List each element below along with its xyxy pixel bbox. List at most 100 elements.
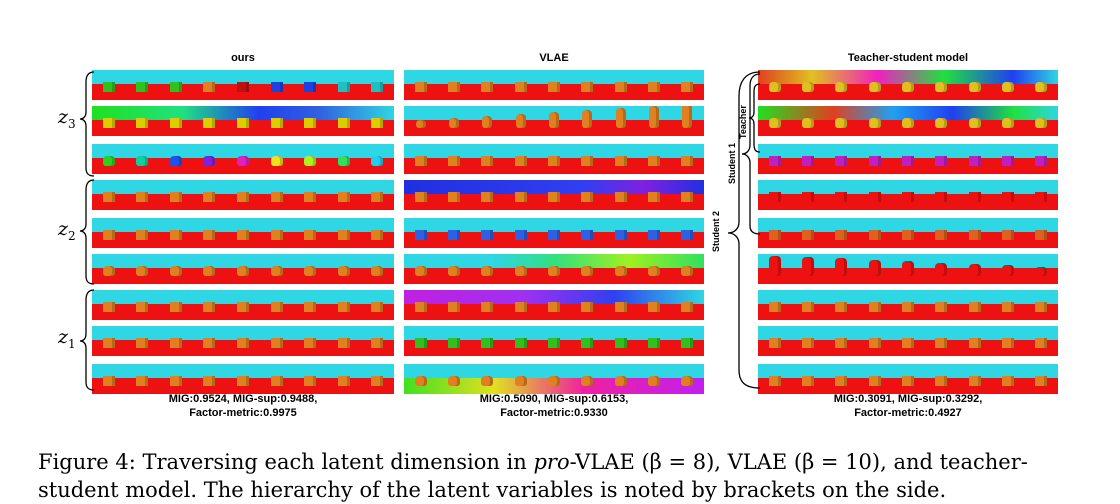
scene-object <box>681 265 694 276</box>
scene-object <box>337 301 350 312</box>
scene-object <box>935 117 948 128</box>
caption-line1: Figure 4: Traversing each latent dimensi… <box>38 450 1028 474</box>
scene-object <box>169 375 182 386</box>
scene-floor <box>758 120 1058 136</box>
scene-object <box>337 265 350 276</box>
scene-object <box>203 117 216 128</box>
scene-object <box>414 375 427 386</box>
scene-object <box>136 337 149 348</box>
scene-floor <box>92 340 394 356</box>
scene-floor <box>404 120 704 136</box>
scene-wall <box>758 218 1058 233</box>
scene-object <box>304 191 317 202</box>
scene-object <box>304 375 317 386</box>
scene-floor <box>758 84 1058 100</box>
student2-label: Student 2 <box>711 210 721 252</box>
scene-object <box>169 191 182 202</box>
scene-object <box>768 155 781 166</box>
scene-object <box>802 81 814 92</box>
scene-object <box>868 259 881 276</box>
scene-object <box>802 117 814 128</box>
scene-object <box>681 191 694 202</box>
scene-object <box>1035 229 1048 240</box>
scene-object <box>1035 191 1048 202</box>
scene-object <box>968 337 981 348</box>
scene-object <box>581 265 594 276</box>
scene-object <box>1002 81 1014 92</box>
scene-object <box>835 229 848 240</box>
scene-floor <box>404 232 704 248</box>
scene-object <box>270 117 283 128</box>
scene-object <box>514 229 527 240</box>
scene-object <box>337 191 350 202</box>
latent-label-z3: z3 <box>58 106 76 131</box>
scene-object <box>203 81 216 92</box>
scene-object <box>648 191 660 202</box>
traversal-row <box>758 326 1058 356</box>
scene-object <box>1035 337 1048 348</box>
scene-object <box>1002 265 1014 276</box>
scene-object <box>835 117 848 128</box>
teacher-label: Teacher <box>738 105 748 139</box>
scene-object <box>648 229 660 240</box>
scene-object <box>768 81 781 92</box>
scene-object <box>581 375 594 386</box>
scene-object <box>1002 117 1014 128</box>
traversal-row <box>92 254 394 284</box>
scene-object <box>648 301 660 312</box>
scene-object <box>681 81 694 92</box>
scene-object <box>935 191 948 202</box>
scene-object <box>203 229 216 240</box>
scene-object <box>902 229 914 240</box>
scene-floor <box>758 304 1058 320</box>
scene-object <box>768 301 781 312</box>
scene-wall <box>92 254 394 269</box>
scene-object <box>448 81 460 92</box>
scene-object <box>548 265 560 276</box>
scene-object <box>237 117 249 128</box>
scene-floor <box>758 232 1058 248</box>
scene-object <box>102 375 115 386</box>
traversal-row <box>404 144 704 174</box>
scene-object <box>935 375 948 386</box>
traversal-grid-teacher-student <box>758 70 1058 394</box>
scene-object <box>136 301 149 312</box>
scene-floor <box>404 268 704 284</box>
scene-object <box>802 229 814 240</box>
scene-object <box>648 265 660 276</box>
scene-object <box>768 117 781 128</box>
scene-floor <box>92 378 394 394</box>
scene-object <box>614 265 627 276</box>
scene-object <box>868 301 881 312</box>
scene-object <box>1035 117 1048 128</box>
scene-object <box>581 229 594 240</box>
scene-object <box>581 191 594 202</box>
scene-object <box>415 119 426 128</box>
panel-title-vlae: VLAE <box>539 52 569 64</box>
scene-object <box>102 155 115 166</box>
scene-object <box>902 117 914 128</box>
scene-object <box>102 81 115 92</box>
scene-object <box>203 301 216 312</box>
traversal-row <box>404 326 704 356</box>
scene-object <box>169 81 182 92</box>
scene-object <box>1002 301 1014 312</box>
scene-object <box>102 265 115 276</box>
traversal-row <box>92 364 394 394</box>
scene-wall <box>92 180 394 195</box>
scene-object <box>136 375 149 386</box>
scene-object <box>414 191 427 202</box>
scene-object <box>614 229 627 240</box>
scene-object <box>203 265 216 276</box>
traversal-row <box>758 364 1058 394</box>
scene-object <box>614 301 627 312</box>
traversal-row <box>758 290 1058 320</box>
scene-object <box>304 265 317 276</box>
metrics-teacher-student-line2: Factor-metric:0.4927 <box>854 407 962 419</box>
scene-object <box>581 81 594 92</box>
scene-object <box>902 261 914 276</box>
metrics-ours: MIG:0.9524, MIG-sup:0.9488, Factor-metri… <box>92 392 394 420</box>
scene-object <box>270 337 283 348</box>
scene-object <box>169 155 182 166</box>
